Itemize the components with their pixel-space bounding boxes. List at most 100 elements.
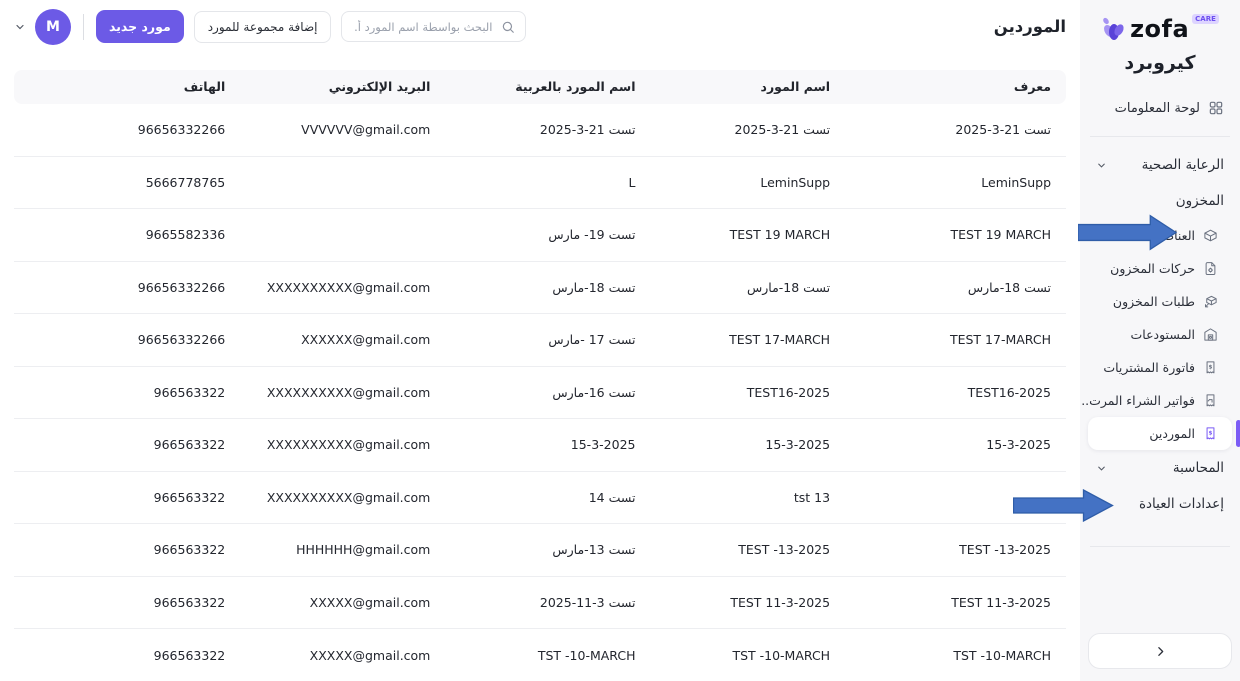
cell-phone: 96656332266 — [14, 261, 241, 314]
cell-supplier-name-arabic: 15-3-2025 — [445, 418, 651, 472]
column-header-email: البريد الإلكتروني — [240, 69, 446, 104]
cell-id: TEST 11-3-2025 — [845, 576, 1066, 629]
sidebar-item-healthcare[interactable]: الرعاية الصحية — [1088, 147, 1232, 183]
cell-phone: 966563322 — [14, 366, 241, 419]
cell-supplier-name-arabic: تست 13-مارس — [445, 523, 651, 577]
cell-phone: 96656332266 — [14, 313, 241, 367]
cell-phone: 966563322 — [14, 471, 241, 524]
cell-email: XXXXX@gmail.com — [240, 576, 446, 629]
cell-supplier-name-arabic: L — [445, 156, 651, 209]
cell-phone: 966563322 — [14, 576, 241, 629]
brand-name: zofa — [1130, 15, 1190, 43]
sidebar-item-warehouses[interactable]: المستودعات — [1088, 318, 1232, 351]
sidebar-item-clinic-settings[interactable]: إعدادات العيادة — [1088, 486, 1232, 522]
table-row[interactable]: 15-3-2025 15-3-2025 15-3-2025 XXXXXXXXXX… — [14, 418, 1066, 472]
cell-phone: 966563322 — [153, 647, 226, 663]
cell-id: تست 21-3-2025 — [845, 103, 1066, 157]
cell-email: HHHHHH@gmail.com — [240, 523, 446, 577]
sidebar-item-label: المستودعات — [1130, 327, 1196, 342]
cell-phone: 966563322 — [14, 523, 241, 577]
sidebar-item-label: الموردين — [1149, 426, 1195, 441]
sidebar-item-label: المحاسبة — [1172, 460, 1224, 476]
cell-supplier-name: TEST16-2025 — [650, 366, 846, 419]
table-row[interactable]: TEST 11-3-2025 TEST 11-3-2025 تست 3-11-2… — [14, 576, 1066, 629]
sidebar-item-items[interactable]: العناصر — [1088, 219, 1232, 252]
table-header: معرف اسم المورد اسم المورد بالعربية البر… — [14, 69, 1066, 104]
column-header-supplier-name: اسم المورد — [650, 69, 846, 104]
sidebar-item-inventory-movements[interactable]: حركات المخزون — [1088, 252, 1232, 285]
cell-id: 15-3-2025 — [845, 418, 1066, 472]
sidebar-collapse-button[interactable] — [1088, 633, 1232, 669]
zofa-flower-icon — [1101, 14, 1127, 44]
table-row[interactable]: TEST -13-2025 TEST -13-2025 تست 13-مارس … — [14, 523, 1066, 577]
sidebar-divider — [1090, 546, 1230, 547]
cell-id: TEST 17-MARCH — [845, 313, 1066, 367]
cell-email — [240, 208, 446, 262]
sidebar-item-label: حركات المخزون — [1110, 261, 1195, 276]
chevron-down-icon[interactable] — [14, 21, 26, 33]
sidebar-item-purchase-invoice[interactable]: $ فاتورة المشتريات — [1088, 351, 1232, 384]
sidebar-item-accounting[interactable]: المحاسبة — [1088, 450, 1232, 486]
sidebar-item-suppliers[interactable]: $ الموردين — [1088, 417, 1240, 450]
cell-supplier-name: TST -10-MARCH — [732, 647, 831, 663]
table-row[interactable]: TEST 17-MARCH TEST 17-MARCH تست 17 -مارس… — [14, 313, 1066, 367]
cell-id: TEST -13-2025 — [845, 523, 1066, 577]
column-header-supplier-name-arabic: اسم المورد بالعربية — [445, 69, 651, 104]
cell-supplier-name: تست 18-مارس — [650, 261, 846, 314]
sidebar-item-inventory[interactable]: المخزون — [1088, 183, 1232, 219]
cell-email — [240, 156, 446, 209]
column-header-id: معرف — [845, 69, 1066, 104]
sidebar-item-label: إعدادات العيادة — [1138, 496, 1224, 512]
warehouse-icon — [1203, 327, 1218, 342]
sidebar-item-dashboard[interactable]: لوحة المعلومات — [1088, 90, 1232, 126]
cell-email: XXXXX@gmail.com — [309, 647, 431, 663]
cell-supplier-name-arabic: تست 18-مارس — [445, 261, 651, 314]
search-input[interactable] — [352, 18, 495, 35]
cell-phone: 5666778765 — [14, 156, 241, 209]
cell-supplier-name-arabic: TST -10-MARCH — [537, 647, 636, 663]
add-supplier-group-button[interactable]: إضافة مجموعة للمورد — [193, 10, 332, 43]
cell-email: VVVVVV@gmail.com — [240, 103, 446, 157]
cell-id: TEST 19 MARCH — [845, 208, 1066, 262]
avatar[interactable]: M — [35, 8, 71, 45]
sidebar-item-purchase-return-invoices[interactable]: فواتير الشراء المرت.. — [1081, 384, 1232, 417]
cell-email: XXXXXXXXXX@gmail.com — [240, 261, 446, 314]
table-row[interactable]: تست 18-مارس تست 18-مارس تست 18-مارس XXXX… — [14, 261, 1066, 314]
brand-logo: zofa CARE — [1088, 14, 1232, 44]
table-row[interactable]: TEST16-2025 TEST16-2025 تست 16-مارس XXXX… — [14, 366, 1066, 419]
receipt-return-icon — [1203, 393, 1218, 408]
cell-supplier-name-arabic: تست 3-11-2025 — [445, 576, 651, 629]
new-supplier-button[interactable]: مورد جديد — [96, 10, 184, 44]
cell-id — [845, 471, 1066, 524]
sidebar-item-label: لوحة المعلومات — [1114, 100, 1200, 116]
chevron-down-icon — [1096, 463, 1107, 474]
table-row[interactable]: TEST 19 MARCH TEST 19 MARCH تست 19- مارس… — [14, 208, 1066, 262]
receipt-dollar-icon: $ — [1203, 426, 1218, 441]
cell-phone: 966563322 — [14, 418, 241, 472]
sidebar-divider — [1090, 136, 1230, 137]
cell-supplier-name-arabic: تست 19- مارس — [445, 208, 651, 262]
main-content: الموردين إضافة مجموعة للمورد مورد جديد M — [14, 8, 1066, 681]
cell-phone: 9665582336 — [14, 208, 241, 262]
cube-icon — [1203, 228, 1218, 243]
dashboard-grid-icon — [1208, 100, 1224, 116]
svg-text:$: $ — [1209, 364, 1213, 370]
table-row[interactable]: تست 21-3-2025 تست 21-3-2025 تست 21-3-202… — [14, 103, 1066, 157]
brand-care-badge: CARE — [1192, 14, 1219, 24]
table-row[interactable]: tst 13 تست 14 XXXXXXXXXX@gmail.com 96656… — [14, 471, 1066, 524]
cell-id: LeminSupp — [845, 156, 1066, 209]
search-icon — [501, 20, 515, 34]
cell-supplier-name: TEST 19 MARCH — [650, 208, 846, 262]
table-row[interactable]: LeminSupp LeminSupp L 5666778765 — [14, 156, 1066, 209]
page-title: الموردين — [993, 17, 1066, 37]
brand-subtitle: كيروبرد — [1124, 52, 1196, 74]
sidebar-item-label: طلبات المخزون — [1112, 294, 1195, 309]
cell-supplier-name-arabic: تست 14 — [445, 471, 651, 524]
sidebar-item-inventory-requests[interactable]: طلبات المخزون — [1088, 285, 1232, 318]
table-row[interactable]: TST -10-MARCH TST -10-MARCH TST -10-MARC… — [14, 629, 1066, 681]
chevron-down-icon — [1096, 160, 1107, 171]
table-body: تست 21-3-2025 تست 21-3-2025 تست 21-3-202… — [14, 103, 1066, 681]
cell-email: XXXXXXXXXX@gmail.com — [240, 418, 446, 472]
sidebar-item-label: فواتير الشراء المرت.. — [1081, 393, 1195, 408]
cell-supplier-name: TEST 17-MARCH — [650, 313, 846, 367]
